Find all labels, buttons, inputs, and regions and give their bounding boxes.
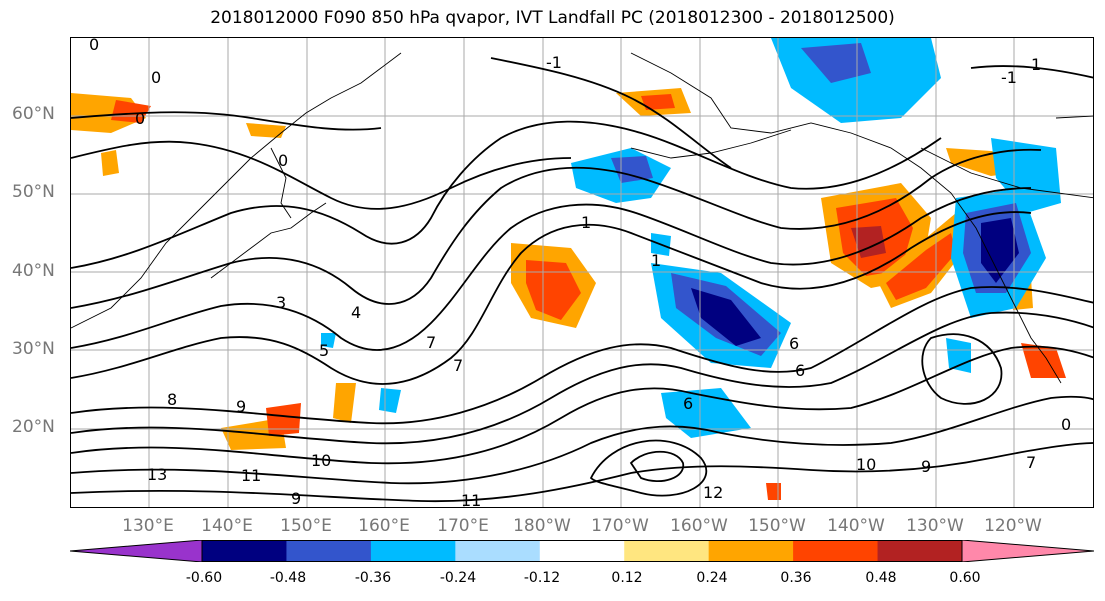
contour-label: 6 xyxy=(789,334,799,353)
lon-label: 130°W xyxy=(906,516,964,536)
colorbar-frame xyxy=(201,540,963,562)
contour-label: 0 xyxy=(151,68,161,87)
contour-label: 1 xyxy=(1031,55,1041,74)
contour-label: 8 xyxy=(167,390,177,409)
fill-negative xyxy=(981,218,1019,283)
contour-label: 7 xyxy=(453,356,463,375)
lat-label: 60°N xyxy=(12,104,55,124)
colorbar-extend-min xyxy=(69,539,203,563)
map-canvas: 0 0 0 0 -1 1 -1 1 1 3 4 5 7 7 8 9 10 11 … xyxy=(71,38,1093,508)
lon-label: 130°E xyxy=(122,516,174,536)
colorbar xyxy=(69,539,1095,563)
colorbar-segment xyxy=(793,540,879,562)
fill-positive xyxy=(266,403,301,436)
contour-label: 10 xyxy=(856,455,876,474)
colorbar-tick-label: 0.24 xyxy=(696,570,728,586)
figure-title: 2018012000 F090 850 hPa qvapor, IVT Land… xyxy=(210,8,895,28)
contour-label: 11 xyxy=(461,491,481,508)
colorbar-tick-label: 0.60 xyxy=(949,570,981,586)
colorbar-extend-max xyxy=(961,539,1095,563)
fill-positive xyxy=(101,150,119,176)
colorbar-tick-label: 0.12 xyxy=(611,570,643,586)
contour-label: 3 xyxy=(276,293,286,312)
contour-label: 6 xyxy=(795,361,805,380)
lat-label: 20°N xyxy=(12,417,55,437)
colorbar-tick-label: -0.60 xyxy=(185,570,223,586)
contour-label: 10 xyxy=(311,451,331,470)
contour-label: 0 xyxy=(1061,415,1071,434)
colorbar-tick-label: 0.36 xyxy=(780,570,812,586)
fill-negative xyxy=(379,388,401,413)
lat-label: 30°N xyxy=(12,339,55,359)
colorbar-tick-label: 0.48 xyxy=(865,570,897,586)
contour-label: 0 xyxy=(89,38,99,54)
fill-positive xyxy=(641,94,675,110)
fill-negative xyxy=(691,288,761,346)
colorbar-segment xyxy=(455,540,541,562)
fill-positive xyxy=(851,226,886,258)
contour-label: 11 xyxy=(241,466,261,485)
contour-label: 9 xyxy=(921,457,931,476)
fill-positive xyxy=(333,383,356,423)
lon-label: 170°W xyxy=(591,516,649,536)
map-panel[interactable]: 0 0 0 0 -1 1 -1 1 1 3 4 5 7 7 8 9 10 11 … xyxy=(70,37,1094,508)
fill-positive xyxy=(246,123,286,138)
contour-label: 9 xyxy=(236,397,246,416)
lat-label: 40°N xyxy=(12,261,55,281)
fill-negative xyxy=(321,333,336,348)
fill-negative xyxy=(946,338,971,373)
contour-label: -1 xyxy=(1001,68,1017,87)
colorbar-tick-label: -0.24 xyxy=(439,570,477,586)
contour-lines xyxy=(71,57,1093,503)
lat-label: 50°N xyxy=(12,182,55,202)
colorbar-segment xyxy=(877,540,963,562)
contour-label: 6 xyxy=(683,394,693,413)
fill-positive xyxy=(526,260,581,320)
contour-label: 7 xyxy=(426,333,436,352)
colorbar-segment xyxy=(708,540,794,562)
contour-label: 5 xyxy=(319,341,329,360)
contour-label: 0 xyxy=(278,151,288,170)
anomaly-fills xyxy=(71,38,1066,500)
contour-label: 13 xyxy=(147,465,167,484)
contour-label: 0 xyxy=(135,109,145,128)
lon-label: 120°W xyxy=(984,516,1042,536)
colorbar-segment xyxy=(286,540,372,562)
contour-label: 7 xyxy=(1026,453,1036,472)
colorbar-segment xyxy=(370,540,456,562)
colorbar-segment xyxy=(624,540,710,562)
fill-positive xyxy=(886,233,956,300)
contour-label-group: 0 0 0 0 -1 1 -1 1 1 3 4 5 7 7 8 9 10 11 … xyxy=(89,38,1071,508)
colorbar-segment xyxy=(202,540,287,562)
lon-label: 160°W xyxy=(670,516,728,536)
fill-positive xyxy=(111,100,151,123)
lon-label: 140°E xyxy=(201,516,253,536)
colorbar-svg xyxy=(69,539,1095,563)
lon-label: 150°W xyxy=(748,516,806,536)
colorbar-tick-label: -0.48 xyxy=(269,570,307,586)
contour-label: -1 xyxy=(546,53,562,72)
lon-label: 180°W xyxy=(513,516,571,536)
colorbar-tick-label: -0.12 xyxy=(523,570,561,586)
fill-negative xyxy=(801,43,871,83)
contour-label: 1 xyxy=(581,213,591,232)
contour-label: 1 xyxy=(651,251,661,270)
colorbar-segment xyxy=(539,540,625,562)
lon-label: 140°W xyxy=(827,516,885,536)
lon-label: 170°E xyxy=(437,516,489,536)
fill-positive xyxy=(766,483,781,500)
lon-label: 160°E xyxy=(358,516,410,536)
fill-positive xyxy=(1021,343,1066,378)
colorbar-tick-label: -0.36 xyxy=(354,570,392,586)
contour-label: 4 xyxy=(351,303,361,322)
contour-label: 9 xyxy=(291,489,301,508)
contour-label: 12 xyxy=(703,483,723,502)
lon-label: 150°E xyxy=(280,516,332,536)
